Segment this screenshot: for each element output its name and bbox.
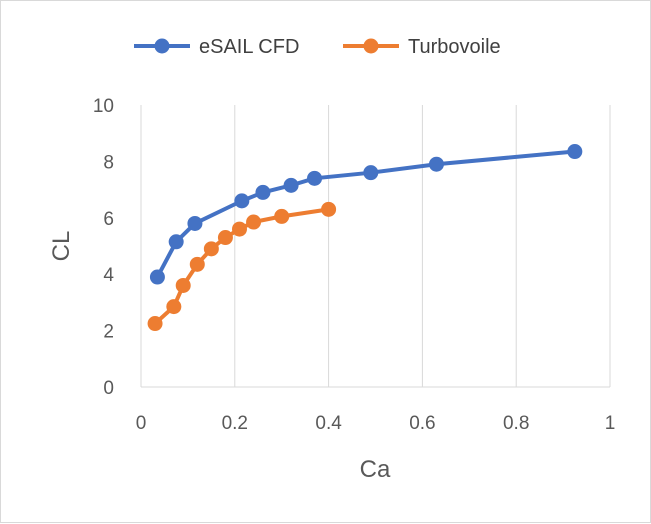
data-point [187,215,203,231]
series-line [155,149,577,280]
legend: eSAIL CFD Turbovoile [134,36,501,58]
data-point [203,241,219,257]
data-point [175,277,191,293]
data-point [231,221,247,237]
data-point [234,193,250,209]
x-tick-labels: 0 0.2 0.4 0.6 0.8 1 [136,413,616,434]
data-point [321,201,337,217]
x-axis-title: Ca [360,456,391,483]
legend-swatch-marker [363,38,379,54]
x-tick-label: 0.2 [222,413,248,434]
data-point [149,269,165,285]
data-point [255,184,271,200]
data-point [246,214,262,230]
series-line [153,207,331,326]
data-point [166,299,182,315]
series-layer [147,144,583,332]
y-tick-label: 2 [103,322,114,343]
x-tick-label: 1 [605,413,616,434]
y-tick-labels: 0 2 4 6 8 10 [93,96,115,399]
legend-label: Turbovoile [408,36,501,58]
data-point [147,316,163,332]
legend-item: eSAIL CFD [134,36,299,58]
data-point [307,170,323,186]
x-tick-label: 0.8 [503,413,529,434]
data-point [283,177,299,193]
legend-label: eSAIL CFD [199,36,299,58]
data-point [189,256,205,272]
legend-item: Turbovoile [343,36,501,58]
x-tick-label: 0 [136,413,147,434]
series-0 [149,144,583,285]
series-1 [147,201,337,332]
data-point [567,144,583,160]
data-point [363,165,379,181]
y-tick-label: 0 [103,378,114,399]
y-axis-title: CL [48,231,75,262]
y-tick-label: 8 [103,152,114,173]
x-tick-label: 0.6 [409,413,435,434]
data-point [217,230,233,246]
y-tick-label: 4 [103,265,114,286]
legend-swatch-marker [154,38,170,54]
data-point [274,208,290,224]
gridlines [140,105,611,387]
data-point [428,156,444,172]
y-tick-label: 10 [93,96,114,117]
y-tick-label: 6 [103,209,114,230]
data-point [168,234,184,250]
x-tick-label: 0.4 [315,413,342,434]
